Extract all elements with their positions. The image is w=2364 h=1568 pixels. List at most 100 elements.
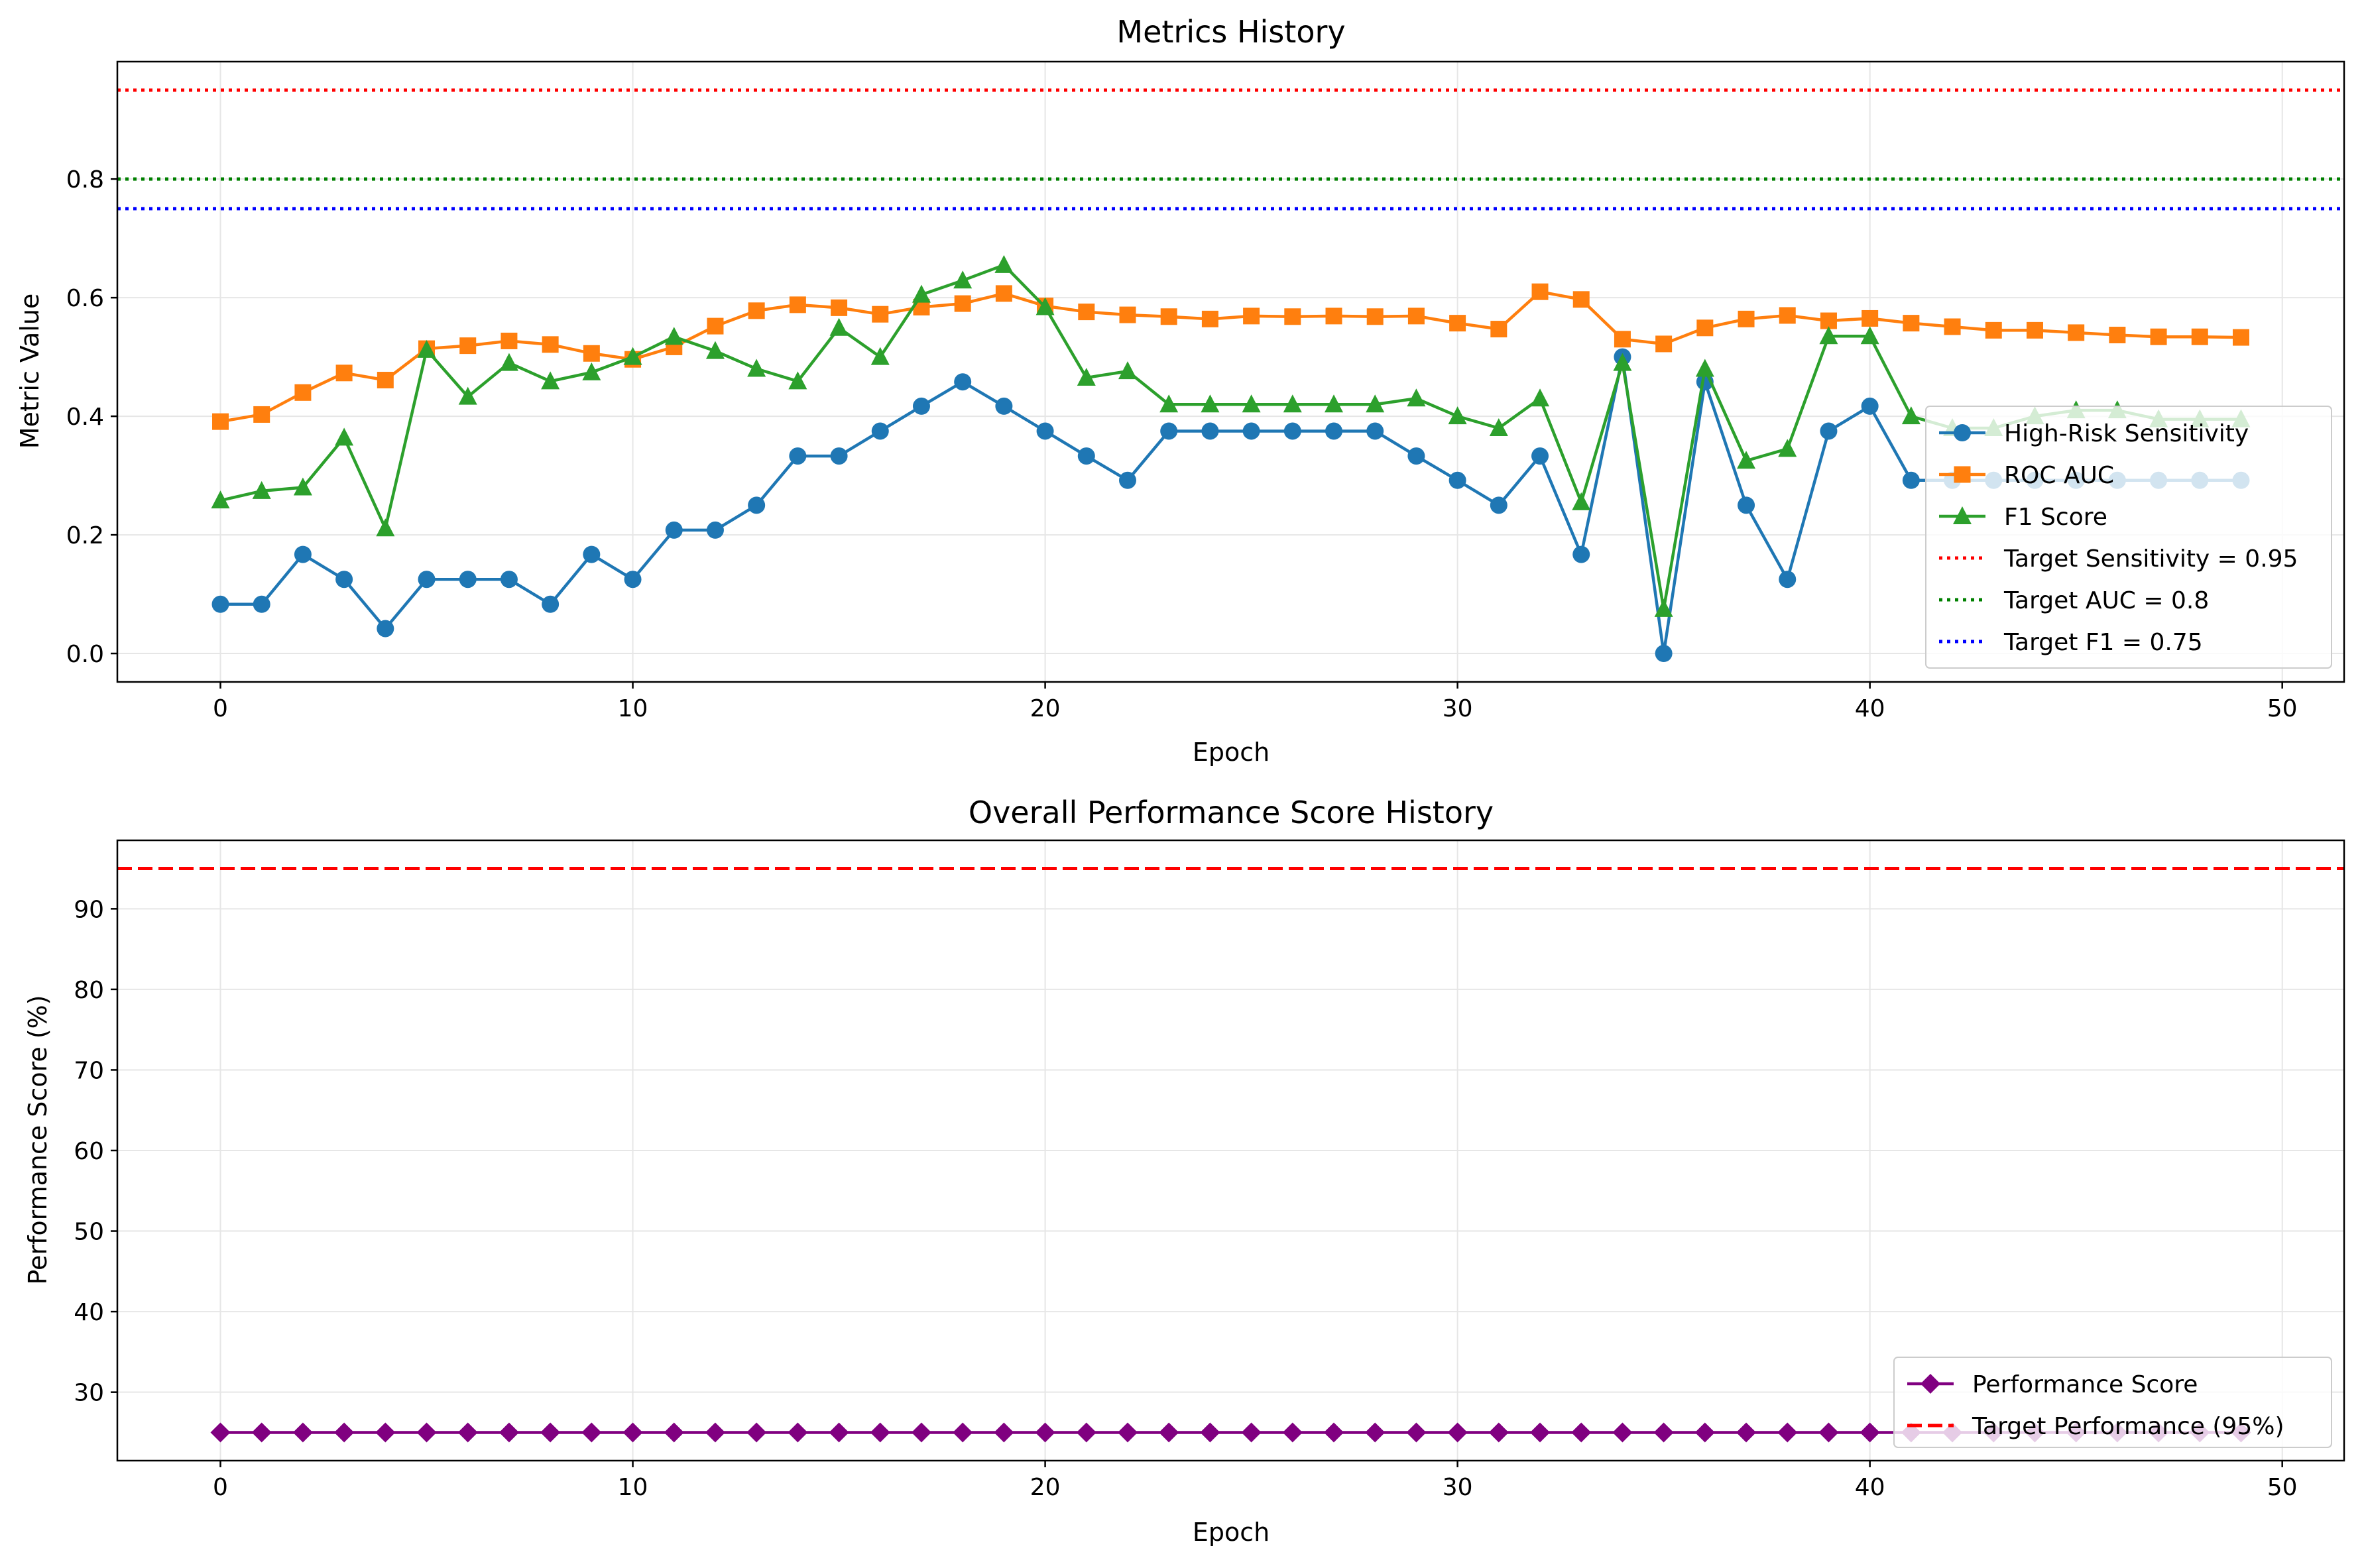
y-tick-label: 30 — [74, 1380, 104, 1407]
data-point — [253, 406, 270, 423]
data-point — [1448, 406, 1467, 425]
data-point — [1612, 1422, 1633, 1443]
data-point — [1118, 471, 1136, 489]
data-point — [1365, 1422, 1386, 1443]
data-point — [1820, 422, 1838, 440]
x-tick-label: 50 — [2267, 695, 2298, 722]
data-point — [1243, 308, 1260, 325]
data-point — [294, 545, 312, 563]
legend-swatch-marker — [1953, 506, 1972, 524]
data-point — [335, 364, 353, 382]
data-point — [829, 317, 849, 336]
data-point — [1571, 1422, 1592, 1443]
plot-frame — [116, 60, 2345, 683]
data-point — [416, 1422, 437, 1443]
data-point — [911, 1422, 931, 1443]
data-point — [748, 496, 766, 514]
data-point — [1366, 394, 1385, 413]
data-point — [583, 545, 601, 563]
data-point — [459, 337, 477, 355]
data-point — [1118, 361, 1137, 380]
data-point — [1117, 1422, 1138, 1443]
x-tick-label: 40 — [1855, 1474, 1885, 1501]
y-tick-label: 0.8 — [66, 166, 104, 194]
data-point — [1818, 1422, 1839, 1443]
data-point — [995, 285, 1012, 302]
data-point — [747, 359, 766, 377]
data-point — [870, 347, 890, 365]
data-point — [1407, 447, 1425, 465]
chart-title: Overall Performance Score History — [969, 795, 1494, 830]
data-point — [211, 595, 229, 613]
data-point — [542, 336, 559, 353]
data-point — [1201, 394, 1220, 413]
data-point — [1160, 308, 1177, 325]
data-point — [1655, 335, 1673, 353]
data-point — [1407, 388, 1426, 407]
legend-label: ROC AUC — [2004, 462, 2114, 489]
data-point — [1860, 326, 1879, 345]
data-point — [1531, 388, 1550, 407]
data-point — [499, 353, 518, 371]
data-point — [953, 270, 973, 289]
data-point — [664, 327, 683, 345]
data-point — [1985, 321, 2002, 339]
x-tick-label: 10 — [618, 695, 648, 722]
x-tick-label: 30 — [1443, 695, 1473, 722]
legend: Performance Score Target Performance (95%… — [1893, 1357, 2332, 1448]
data-point — [1242, 394, 1261, 413]
data-point — [746, 1422, 767, 1443]
data-point — [1406, 1422, 1427, 1443]
legend-box — [1925, 406, 2332, 669]
data-point — [1572, 291, 1590, 308]
x-tick-label: 0 — [213, 1474, 228, 1501]
data-point — [1078, 304, 1095, 321]
legend-swatch-marker — [1921, 1374, 1940, 1394]
data-point — [377, 372, 394, 389]
data-point — [748, 302, 765, 319]
data-point — [1531, 447, 1549, 465]
data-point — [1325, 394, 1344, 413]
data-point — [1695, 359, 1714, 377]
legend-label: High-Risk Sensitivity — [2004, 420, 2249, 447]
metrics-history-chart: Metrics History 0 10 20 30 40 500.00.20.40.60… — [15, 14, 2345, 767]
series-lines — [211, 254, 2251, 663]
data-point — [995, 397, 1013, 415]
data-point — [1242, 422, 1260, 440]
data-point — [1201, 422, 1219, 440]
data-point — [1076, 1422, 1096, 1443]
chart-title: Metrics History — [1116, 14, 1345, 50]
data-point — [624, 571, 642, 588]
x-tick-label: 10 — [618, 1474, 648, 1501]
data-point — [954, 295, 971, 312]
data-point — [2026, 321, 2043, 339]
data-point — [211, 490, 230, 509]
data-point — [2068, 324, 2085, 341]
data-point — [623, 347, 642, 365]
data-point — [1613, 353, 1632, 371]
data-point — [994, 1422, 1014, 1443]
data-point — [872, 306, 889, 323]
legend-item-f1-score: F1 Score — [1939, 504, 2107, 531]
data-point — [500, 571, 518, 588]
data-point — [1448, 471, 1466, 489]
data-point — [1694, 1422, 1715, 1443]
data-point — [994, 254, 1014, 273]
data-point — [1447, 1422, 1468, 1443]
data-point — [1902, 471, 1920, 489]
data-point — [871, 422, 889, 440]
y-tick-label: 60 — [74, 1138, 104, 1165]
data-point — [542, 595, 560, 613]
legend-label: Performance Score — [1972, 1371, 2198, 1398]
data-point — [1655, 645, 1673, 663]
data-point — [1283, 422, 1301, 440]
y-axis-label: Performance Score (%) — [23, 995, 52, 1284]
legend-item-target-sensitivity-0-95: Target Sensitivity = 0.95 — [1939, 545, 2298, 573]
data-point — [788, 371, 807, 390]
data-point — [501, 332, 518, 349]
data-point — [1572, 492, 1591, 510]
data-point — [1449, 315, 1466, 332]
data-point — [1738, 310, 1755, 327]
legend-swatch-marker — [1954, 424, 1971, 441]
